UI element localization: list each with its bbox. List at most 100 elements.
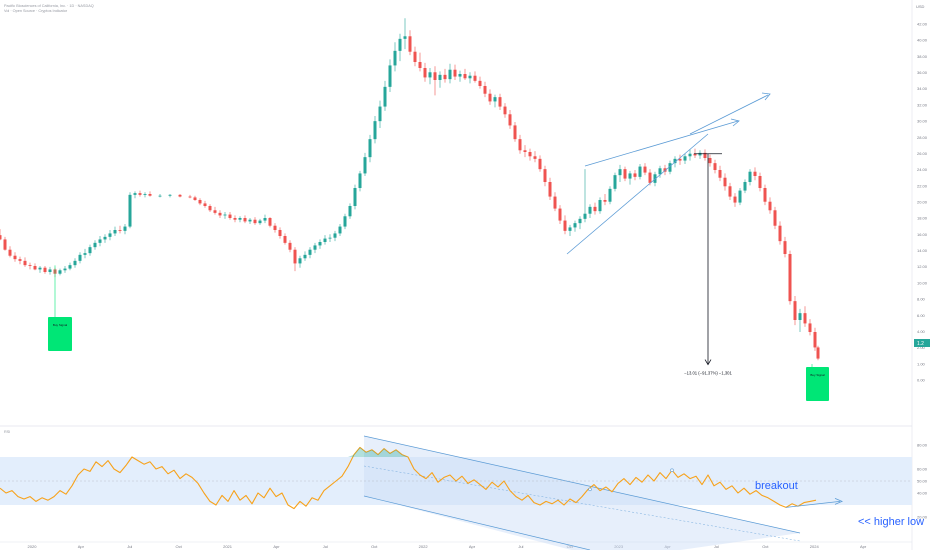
candle-body	[363, 157, 367, 174]
candle-body	[393, 50, 397, 66]
candle-body	[328, 237, 332, 239]
candle-body	[298, 258, 302, 264]
time-tick-label: Jul	[714, 544, 719, 549]
candle-body	[738, 190, 742, 203]
candle-body	[8, 249, 12, 256]
candle-body	[588, 206, 592, 214]
candle-body	[288, 242, 292, 250]
candle-body	[758, 176, 762, 188]
candle-body	[578, 218, 582, 224]
candle-body	[533, 156, 537, 159]
candle-body	[93, 242, 97, 248]
candle-body	[438, 74, 442, 80]
channel-lower-line	[363, 495, 591, 550]
time-tick-label: 2022	[419, 544, 429, 549]
measure-text: −13.01 (−91.37%) −1,301	[684, 371, 732, 376]
rsi-overbought-fill	[348, 447, 408, 457]
price-tick-label: 1.00	[917, 361, 926, 366]
projection-line	[689, 94, 769, 135]
candle-body	[618, 169, 622, 176]
candle-body	[598, 200, 602, 212]
candle-body	[773, 210, 777, 226]
candle-body	[723, 177, 727, 187]
price-tag-bg	[914, 339, 930, 347]
candle-body	[388, 65, 392, 87]
candle-body	[353, 188, 357, 206]
candle-body	[208, 206, 212, 211]
candle-body	[188, 196, 192, 198]
time-tick-label: Apr	[469, 544, 476, 549]
rsi-line	[0, 446, 844, 510]
candle-body	[398, 38, 402, 51]
candle-body	[23, 260, 27, 266]
candle-body	[3, 239, 7, 250]
buy-signal-label: Buy Signal	[53, 323, 68, 327]
candle-body	[348, 206, 352, 217]
candle-body	[523, 150, 527, 152]
price-tick-label: 14.00	[917, 248, 928, 253]
candle-body	[728, 186, 732, 197]
candle-body	[293, 249, 297, 264]
price-tick-label: 34.00	[917, 86, 928, 91]
measure-box	[678, 369, 738, 377]
candle-body	[33, 266, 37, 270]
candles	[0, 18, 820, 361]
price-tick-label: 10.00	[917, 280, 928, 285]
candle-body	[708, 158, 712, 164]
time-tick-label: Jul	[518, 544, 523, 549]
price-tick-label: 22.00	[917, 183, 928, 188]
candle-body	[768, 201, 772, 211]
candle-body	[748, 171, 752, 182]
candle-body	[793, 301, 797, 320]
candle-body	[453, 69, 457, 77]
price-tick-label: 0.00	[917, 378, 926, 383]
time-tick-label: 2020	[28, 544, 38, 549]
time-tick-label: 2024	[810, 544, 820, 549]
candle-body	[198, 200, 202, 204]
candle-body	[58, 270, 62, 274]
candle-body	[168, 194, 172, 196]
candle-body	[643, 166, 647, 173]
candle-body	[258, 220, 262, 224]
candle-body	[83, 253, 87, 255]
candle-body	[233, 218, 237, 220]
price-tick-label: 32.00	[917, 102, 928, 107]
candle-body	[378, 106, 382, 122]
candle-body	[473, 75, 477, 81]
candle-body	[693, 153, 697, 156]
candle-body	[203, 203, 207, 206]
candle-body	[308, 249, 312, 255]
candle-body	[178, 194, 182, 197]
candle-body	[118, 230, 122, 231]
candle-body	[213, 210, 217, 213]
candle-body	[798, 313, 802, 320]
time-tick-label: Jul	[127, 544, 132, 549]
candle-body	[528, 152, 532, 157]
channel-upper-line	[363, 435, 801, 534]
candle-body	[428, 72, 432, 78]
price-tick-label: 12.00	[917, 264, 928, 269]
resistance-arrow-head	[730, 118, 740, 127]
price-tick-label: 36.00	[917, 70, 928, 75]
candle-body	[458, 74, 462, 77]
price-tick-label: 28.00	[917, 135, 928, 140]
buy-signal-label: Buy Signal	[810, 373, 825, 377]
candle-body	[158, 195, 162, 197]
candle-body	[548, 182, 552, 197]
candle-body	[498, 97, 502, 107]
candle-body	[278, 230, 282, 236]
candle-body	[743, 182, 747, 191]
candle-body	[43, 267, 47, 272]
candle-body	[228, 214, 232, 218]
candle-body	[508, 114, 512, 126]
time-tick-label: Oct	[567, 544, 574, 549]
candle-body	[373, 121, 377, 140]
wedge-support-line	[566, 133, 709, 255]
price-tick-label: 6.00	[917, 313, 926, 318]
candle-body	[483, 86, 487, 94]
candle-body	[778, 225, 782, 242]
candle-body	[48, 269, 52, 272]
buy-signals: Buy Signal Buy Signal	[48, 265, 829, 401]
candle-body	[413, 51, 417, 62]
